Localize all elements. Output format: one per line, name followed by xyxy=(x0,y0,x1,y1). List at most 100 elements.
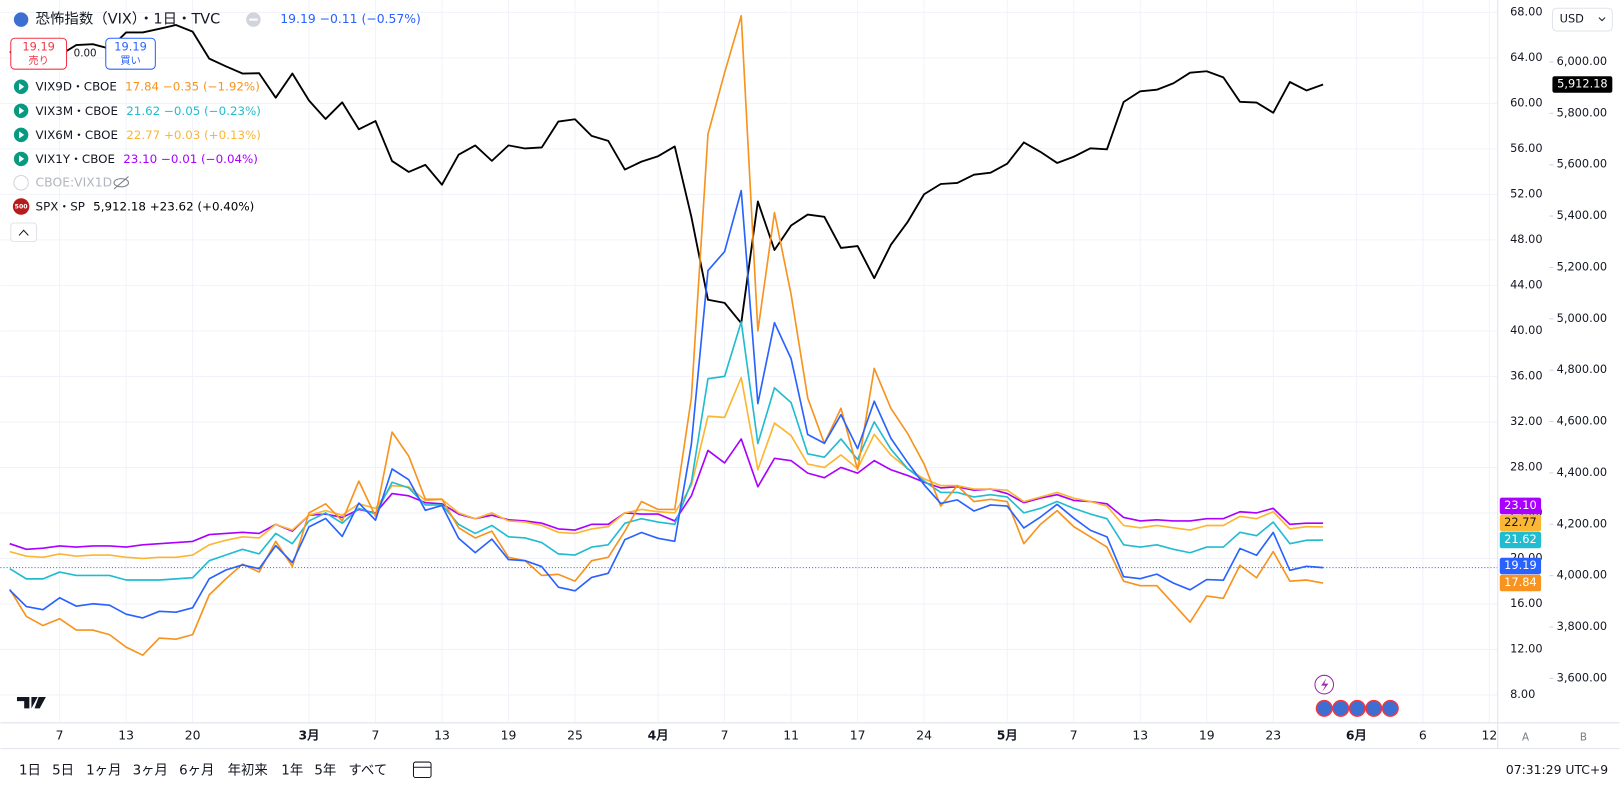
sell-price: 19.19 xyxy=(22,39,54,53)
y-tick-label: 32.00 xyxy=(1510,414,1542,428)
event-flag[interactable] xyxy=(1348,699,1366,717)
toolbar: 07:31:29 UTC+9 1日 5日 1ヶ月 3ヶ月 6ヶ月 年初来 1年 5年 すべて xyxy=(19,761,1608,779)
price-axis: 7 13 20 3月 7 13 19 25 4月 7 11 17 24 5月 7 13 19 23 6月 6 12 8.0… xyxy=(56,4,1613,743)
x-tick-label: 7 xyxy=(1070,728,1078,743)
price-tag xyxy=(1499,574,1542,592)
hide-icon xyxy=(249,18,258,21)
calendar-icon[interactable] xyxy=(412,761,432,779)
x-tick-label: 7 xyxy=(56,728,64,743)
sell-label: 売り xyxy=(28,54,49,67)
legend-quote: 23.10 −0.01 (−0.04%) xyxy=(123,151,258,165)
legend-entry[interactable]: SPX・SP 5,912.18 +23.62 (+0.40%) xyxy=(36,199,255,213)
scale-button[interactable]: B xyxy=(1580,731,1587,743)
series-line xyxy=(9,321,1324,581)
legend-entry[interactable]: VIX9D・CBOE 17.84 −0.35 (−1.92%) xyxy=(36,79,260,93)
y2-tick-label: 3,600.00 xyxy=(1557,670,1608,684)
range-button[interactable]: すべて xyxy=(348,762,387,778)
price-tag-label: 19.19 xyxy=(1504,558,1536,572)
y2-tick-label: 5,000.00 xyxy=(1557,311,1608,325)
price-tag xyxy=(1499,531,1542,549)
x-tick-label: 3月 xyxy=(298,728,319,743)
y2-tick-label: 4,000.00 xyxy=(1557,568,1608,582)
legend-entry[interactable]: VIX1Y・CBOE 23.10 −0.01 (−0.04%) xyxy=(36,151,258,165)
flag-icon xyxy=(13,12,29,27)
y-tick-label: 40.00 xyxy=(1510,323,1542,337)
x-tick-label: 4月 xyxy=(648,728,669,743)
range-button[interactable]: 3ヶ月 xyxy=(133,763,168,778)
buy-label: 買い xyxy=(120,55,141,67)
x-tick-label: 12 xyxy=(1481,728,1497,743)
eye-slash xyxy=(113,176,129,190)
event-flag[interactable] xyxy=(1381,699,1399,717)
y2-tick-label: 3,800.00 xyxy=(1557,619,1608,633)
x-tick-label: 19 xyxy=(501,728,517,743)
series-line xyxy=(9,14,1324,657)
series-line xyxy=(9,438,1324,551)
event-flag[interactable] xyxy=(1315,699,1333,717)
x-tick-label: 5月 xyxy=(997,728,1018,743)
collapse-icon xyxy=(18,229,29,236)
y-tick-label: 28.00 xyxy=(1510,459,1542,473)
event-flag[interactable] xyxy=(1365,699,1383,717)
x-tick-label: 23 xyxy=(1265,728,1281,743)
event-lightning xyxy=(1321,678,1329,692)
play-icon xyxy=(19,83,25,91)
y2-tick-label: 5,800.00 xyxy=(1557,105,1608,119)
y-tick-label: 8.00 xyxy=(1510,687,1535,701)
legend-entry[interactable]: VIX3M・CBOE 21.62 −0.05 (−0.23%) xyxy=(36,103,261,117)
y-tick-label: 60.00 xyxy=(1510,95,1542,109)
buy-button[interactable] xyxy=(105,37,156,70)
x-tick-label: 6月 xyxy=(1346,728,1367,743)
collapse-button[interactable] xyxy=(10,222,38,243)
range-button[interactable]: 6ヶ月 xyxy=(179,763,214,778)
x-tick-label: 7 xyxy=(721,728,729,743)
y-tick-label: 68.00 xyxy=(1510,4,1542,18)
symbol-badge xyxy=(12,198,30,215)
badge-text: 500 xyxy=(15,204,29,211)
price-tag xyxy=(1499,497,1542,515)
y-tick-label: 64.00 xyxy=(1510,50,1542,64)
range-button[interactable]: 年初来 xyxy=(228,762,268,778)
play-icon xyxy=(19,131,25,139)
range-button[interactable]: 1ヶ月 xyxy=(86,763,121,778)
plot xyxy=(0,14,1498,657)
currency-button[interactable] xyxy=(1551,7,1613,32)
y2-tick-label: 5,200.00 xyxy=(1557,259,1608,273)
x-tick-label: 13 xyxy=(434,728,450,743)
scale-button[interactable]: A xyxy=(1522,731,1529,743)
sell-button[interactable] xyxy=(10,37,68,70)
x-tick-label: 24 xyxy=(916,728,932,743)
range-button[interactable]: 1日 xyxy=(19,763,41,778)
range-button[interactable]: 1年 xyxy=(281,762,303,778)
y-tick-label: 52.00 xyxy=(1510,186,1542,200)
legend-quote: 22.77 +0.03 (+0.13%) xyxy=(126,127,261,141)
y-tick-label: 44.00 xyxy=(1510,277,1542,291)
price-tag xyxy=(1499,557,1542,575)
event-flag[interactable] xyxy=(1332,699,1350,717)
legend-name: VIX3M・CBOE xyxy=(36,103,118,117)
y2-tick-label: 4,400.00 xyxy=(1557,465,1608,479)
x-tick-label: 20 xyxy=(185,728,201,743)
legend-entry[interactable]: VIX6M・CBOE 22.77 +0.03 (+0.13%) xyxy=(36,127,261,141)
x-tick-label: 11 xyxy=(783,728,799,743)
spread: 0.00 xyxy=(74,48,97,60)
range-button[interactable]: 5日 xyxy=(52,763,74,778)
play-icon xyxy=(19,107,25,115)
y-tick-label: 48.00 xyxy=(1510,232,1542,246)
range-button[interactable]: 5年 xyxy=(314,762,336,778)
logo xyxy=(16,697,46,709)
hidden-icon xyxy=(13,175,29,191)
y2-tick-label: 5,600.00 xyxy=(1557,157,1608,171)
x-tick-label: 25 xyxy=(567,728,583,743)
x-tick-label: 13 xyxy=(118,728,134,743)
y2-tick-label: 5,400.00 xyxy=(1557,208,1608,222)
eye-icon[interactable] xyxy=(113,178,130,188)
y2-tick-label: 4,800.00 xyxy=(1557,362,1608,376)
x-tick-label: 13 xyxy=(1132,728,1148,743)
legend-quote: 5,912.18 +23.62 (+0.40%) xyxy=(93,199,254,213)
price-tag xyxy=(1499,514,1542,532)
x-tick-label: 7 xyxy=(372,728,380,743)
buy-price: 19.19 xyxy=(114,39,146,53)
